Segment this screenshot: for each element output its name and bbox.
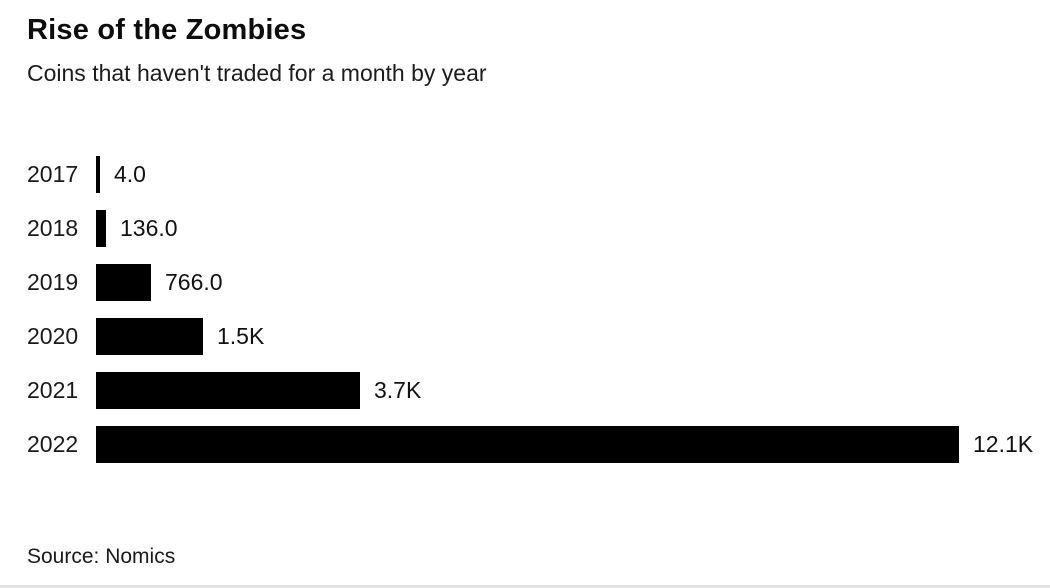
bar-chart: 2017 4.0 2018 136.0 2019 766.0 2020 1.5K 2021 3.7… bbox=[27, 156, 1033, 480]
chart-row: 2017 4.0 bbox=[27, 156, 1027, 193]
year-label: 2020 bbox=[27, 323, 79, 349]
value-label: 4.0 bbox=[114, 161, 146, 187]
value-label: 766.0 bbox=[165, 269, 223, 295]
chart-row: 2020 1.5K bbox=[27, 318, 1027, 355]
year-label: 2019 bbox=[27, 269, 79, 295]
bar bbox=[96, 426, 959, 463]
chart-row: 2022 12.1K bbox=[27, 426, 1033, 463]
bar bbox=[96, 156, 100, 193]
year-label: 2018 bbox=[27, 215, 79, 241]
bar bbox=[96, 210, 106, 247]
year-label: 2022 bbox=[27, 431, 79, 457]
value-label: 136.0 bbox=[120, 215, 178, 241]
chart-subtitle: Coins that haven't traded for a month by… bbox=[27, 60, 487, 86]
value-label: 1.5K bbox=[217, 323, 265, 349]
chart-header: Rise of the Zombies Coins that haven't t… bbox=[27, 14, 487, 87]
year-label: 2021 bbox=[27, 377, 79, 403]
bar bbox=[96, 372, 360, 409]
value-label: 3.7K bbox=[374, 377, 422, 403]
chart-row: 2018 136.0 bbox=[27, 210, 1027, 247]
year-label: 2017 bbox=[27, 161, 79, 187]
chart-title: Rise of the Zombies bbox=[27, 14, 307, 46]
chart-row: 2019 766.0 bbox=[27, 264, 1027, 301]
bar bbox=[96, 264, 151, 301]
source-note: Source: Nomics bbox=[27, 545, 176, 568]
chart-row: 2021 3.7K bbox=[27, 372, 1027, 409]
value-label: 12.1K bbox=[973, 431, 1034, 457]
bar bbox=[96, 318, 203, 355]
